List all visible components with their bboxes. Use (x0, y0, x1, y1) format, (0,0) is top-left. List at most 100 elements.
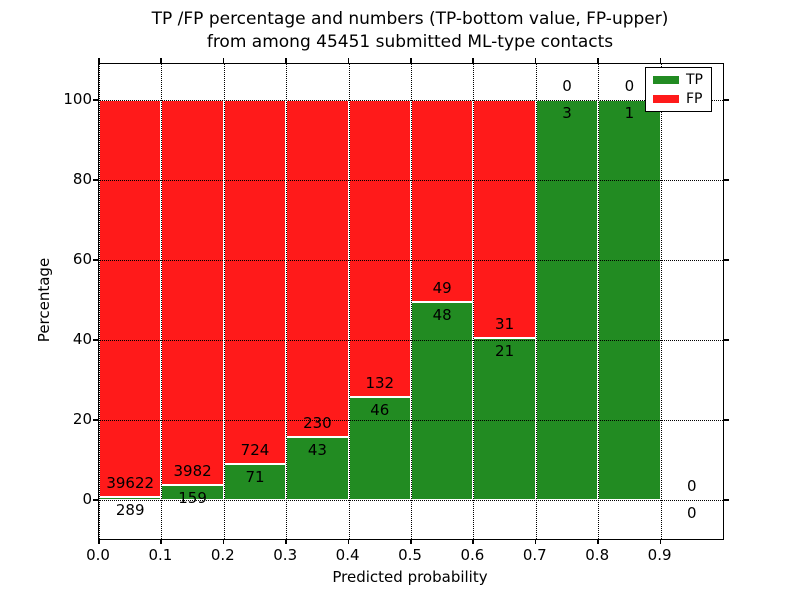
label-tp-bin2: 71 (245, 468, 265, 487)
x-tick-mark-top-0.2 (222, 58, 225, 63)
gridline-x-0.1 (161, 64, 163, 539)
x-tick-label-0.5: 0.5 (398, 546, 422, 564)
y-tick-mark-80 (93, 179, 98, 181)
x-tick-mark-top-0.1 (160, 58, 162, 63)
y-tick-mark-right-0 (724, 499, 729, 501)
label-fp-bin3: 230 (303, 413, 332, 432)
label-tp-bin9: 0 (687, 504, 697, 522)
x-axis-label: Predicted probability (332, 568, 488, 586)
bar-tp-bin2 (223, 464, 287, 500)
x-tick-label-0.1: 0.1 (148, 546, 173, 564)
gridline-x-0.8 (598, 64, 600, 539)
x-tick-mark-0.6 (472, 539, 474, 544)
legend-label-fp: FP (686, 91, 703, 107)
label-fp-bin8: 0 (624, 77, 635, 95)
y-tick-label-40: 40 (72, 330, 92, 348)
y-tick-label-0: 0 (82, 490, 92, 508)
x-tick-label-0.9: 0.9 (647, 546, 672, 564)
label-tp-bin7: 3 (562, 104, 572, 122)
y-tick-mark-right-40 (724, 339, 729, 341)
gridline-x-0.0 (99, 64, 100, 539)
label-fp-bin4: 132 (365, 373, 395, 392)
bar-tp-bin3 (286, 436, 349, 500)
x-tick-label-0.0: 0.0 (86, 546, 110, 564)
legend-entry-tp: TP (653, 73, 703, 87)
bar-fp-bin5 (411, 100, 474, 303)
legend-label-tp: TP (686, 72, 703, 88)
gridline-x-0.5 (411, 64, 412, 539)
x-tick-mark-0.2 (222, 539, 225, 544)
x-tick-mark-top-0.9 (659, 58, 662, 63)
x-tick-mark-0.4 (347, 539, 350, 544)
x-tick-mark-top-0.4 (347, 58, 350, 63)
label-fp-bin0: 39622 (106, 474, 155, 493)
legend-swatch-fp-icon (653, 95, 679, 103)
y-tick-label-80: 80 (72, 170, 92, 188)
legend-entry-fp: FP (653, 92, 703, 106)
y-axis-label: Percentage (35, 257, 53, 343)
x-tick-mark-0.7 (534, 539, 537, 544)
x-tick-mark-top-0.8 (597, 58, 599, 63)
gridline-x-0.9 (660, 64, 662, 539)
x-tick-label-0.3: 0.3 (273, 546, 298, 564)
x-tick-label-0.2: 0.2 (210, 546, 235, 564)
bar-fp-bin6 (473, 100, 536, 339)
x-tick-mark-0.0 (98, 539, 100, 544)
y-tick-mark-20 (93, 419, 98, 421)
bar-fp-bin0 (99, 100, 162, 498)
bar-fp-bin3 (286, 100, 349, 437)
gridline-x-0.6 (473, 64, 475, 539)
y-tick-mark-right-100 (724, 99, 729, 101)
x-tick-mark-0.3 (285, 539, 287, 544)
y-tick-mark-100 (93, 99, 98, 101)
gridline-x-0.4 (348, 64, 350, 539)
y-tick-mark-right-20 (724, 419, 729, 421)
x-tick-label-0.6: 0.6 (460, 546, 485, 564)
gridline-x-0.7 (535, 64, 537, 539)
label-tp-bin0: 289 (115, 501, 145, 520)
label-tp-bin5: 48 (432, 306, 452, 325)
bar-fp-bin4 (348, 100, 411, 397)
label-fp-bin1: 3982 (173, 461, 212, 480)
label-tp-bin8: 1 (624, 104, 635, 122)
x-tick-label-0.7: 0.7 (522, 546, 547, 564)
gridline-x-0.3 (286, 64, 288, 539)
y-tick-mark-60 (93, 259, 98, 261)
label-fp-bin9: 0 (687, 477, 697, 495)
bar-fp-bin1 (161, 100, 224, 485)
y-tick-mark-0 (93, 499, 98, 501)
y-tick-mark-40 (93, 339, 98, 341)
label-fp-bin2: 724 (240, 441, 270, 460)
label-tp-bin1: 159 (178, 488, 207, 507)
legend-swatch-tp-icon (653, 76, 679, 84)
chart-title-line2: from among 45451 submitted ML-type conta… (206, 32, 614, 52)
bar-tp-bin5 (411, 302, 474, 500)
x-tick-mark-0.5 (410, 539, 412, 544)
chart-title-line1: TP /FP percentage and numbers (TP-bottom… (151, 9, 669, 29)
bar-tp-bin8 (598, 100, 661, 500)
y-tick-label-20: 20 (72, 410, 92, 428)
label-fp-bin7: 0 (562, 77, 572, 95)
label-tp-bin3: 43 (307, 440, 327, 459)
x-tick-mark-0.1 (160, 539, 162, 544)
x-tick-mark-0.8 (597, 539, 599, 544)
bar-fp-bin2 (223, 100, 287, 465)
x-tick-mark-top-0.5 (410, 58, 412, 63)
gridline-x-0.2 (223, 64, 225, 539)
label-tp-bin6: 21 (495, 342, 515, 361)
y-tick-mark-right-80 (724, 179, 729, 181)
plot-area: 39622 289 3982 159 724 71 230 43 132 46 49 48 31 21 0 3… (98, 63, 724, 540)
label-fp-bin5: 49 (432, 279, 452, 298)
label-fp-bin6: 31 (495, 315, 515, 334)
y-tick-mark-right-60 (724, 259, 729, 261)
legend: TP FP (645, 67, 712, 112)
x-tick-mark-0.9 (659, 539, 662, 544)
label-tp-bin4: 46 (370, 400, 390, 419)
x-tick-mark-top-0.7 (534, 58, 537, 63)
y-tick-label-100: 100 (63, 90, 92, 108)
bar-tp-bin7 (535, 100, 599, 500)
y-tick-label-60: 60 (72, 250, 92, 268)
x-tick-mark-top-0.0 (98, 58, 100, 63)
x-tick-mark-top-0.6 (472, 58, 474, 63)
